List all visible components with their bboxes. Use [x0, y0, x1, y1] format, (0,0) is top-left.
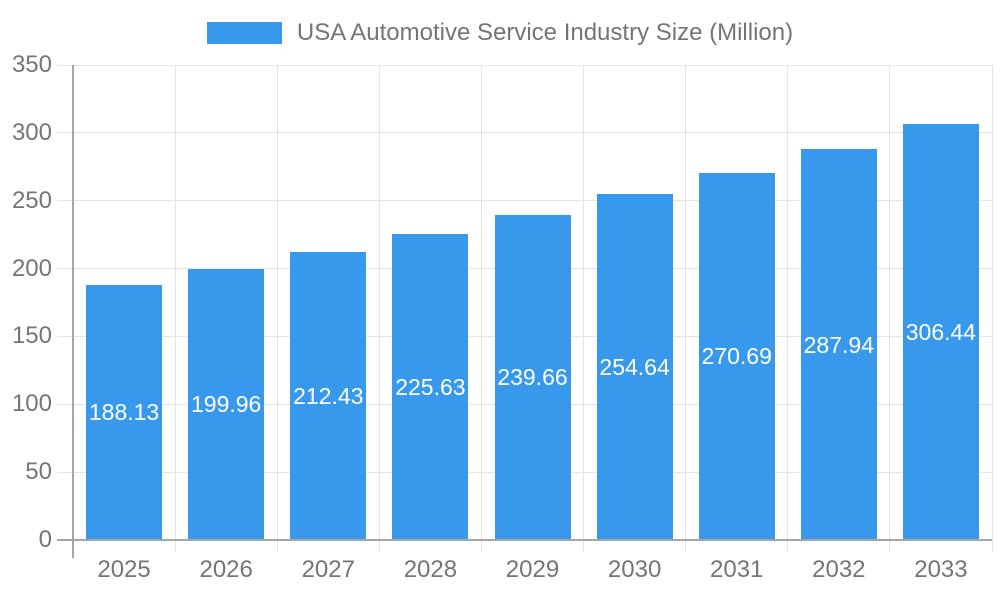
- x-tick-label: 2030: [607, 556, 662, 583]
- v-gridline: [480, 65, 482, 552]
- y-axis-line: [72, 65, 74, 558]
- bar-2028[interactable]: [392, 233, 469, 540]
- v-gridline: [685, 65, 687, 552]
- v-gridline: [991, 65, 993, 552]
- v-gridline: [787, 65, 789, 552]
- bar-2031[interactable]: [698, 172, 775, 540]
- legend-swatch: [206, 21, 282, 44]
- v-gridline: [583, 65, 585, 552]
- y-tick-label: 200: [11, 254, 52, 282]
- legend-label: USA Automotive Service Industry Size (Mi…: [296, 18, 794, 46]
- x-tick-label: 2032: [812, 556, 866, 583]
- x-tick-label: 2027: [301, 556, 355, 583]
- bar-2025[interactable]: [86, 284, 163, 540]
- v-gridline: [174, 65, 176, 552]
- bar-2027[interactable]: [290, 251, 367, 540]
- x-tick-label: 2026: [199, 556, 253, 583]
- y-tick-label: 300: [11, 118, 52, 146]
- y-tick-label: 350: [11, 51, 52, 78]
- bar-2032[interactable]: [800, 149, 877, 540]
- v-gridline: [378, 65, 380, 552]
- x-tick-label: 2031: [710, 556, 764, 583]
- bar-2033[interactable]: [902, 124, 979, 540]
- x-tick-label: 2029: [505, 556, 560, 583]
- v-gridline: [276, 65, 278, 552]
- y-tick-label: 50: [25, 458, 52, 486]
- x-tick-label: 2028: [403, 556, 458, 583]
- h-gridline: [57, 64, 992, 66]
- y-tick-label: 150: [11, 322, 52, 350]
- x-tick-label: 2033: [914, 556, 968, 583]
- h-gridline: [57, 200, 992, 202]
- v-gridline: [889, 65, 891, 552]
- y-tick-label: 0: [38, 526, 52, 553]
- x-tick-label: 2025: [97, 556, 151, 583]
- h-gridline: [57, 132, 992, 134]
- legend[interactable]: USA Automotive Service Industry Size (Mi…: [0, 19, 1000, 46]
- bar-2026[interactable]: [188, 268, 265, 540]
- y-tick-label: 100: [11, 390, 52, 418]
- x-axis-line: [57, 539, 992, 541]
- y-tick-label: 250: [11, 186, 52, 214]
- bar-2029[interactable]: [494, 214, 571, 540]
- bar-2030[interactable]: [596, 194, 673, 540]
